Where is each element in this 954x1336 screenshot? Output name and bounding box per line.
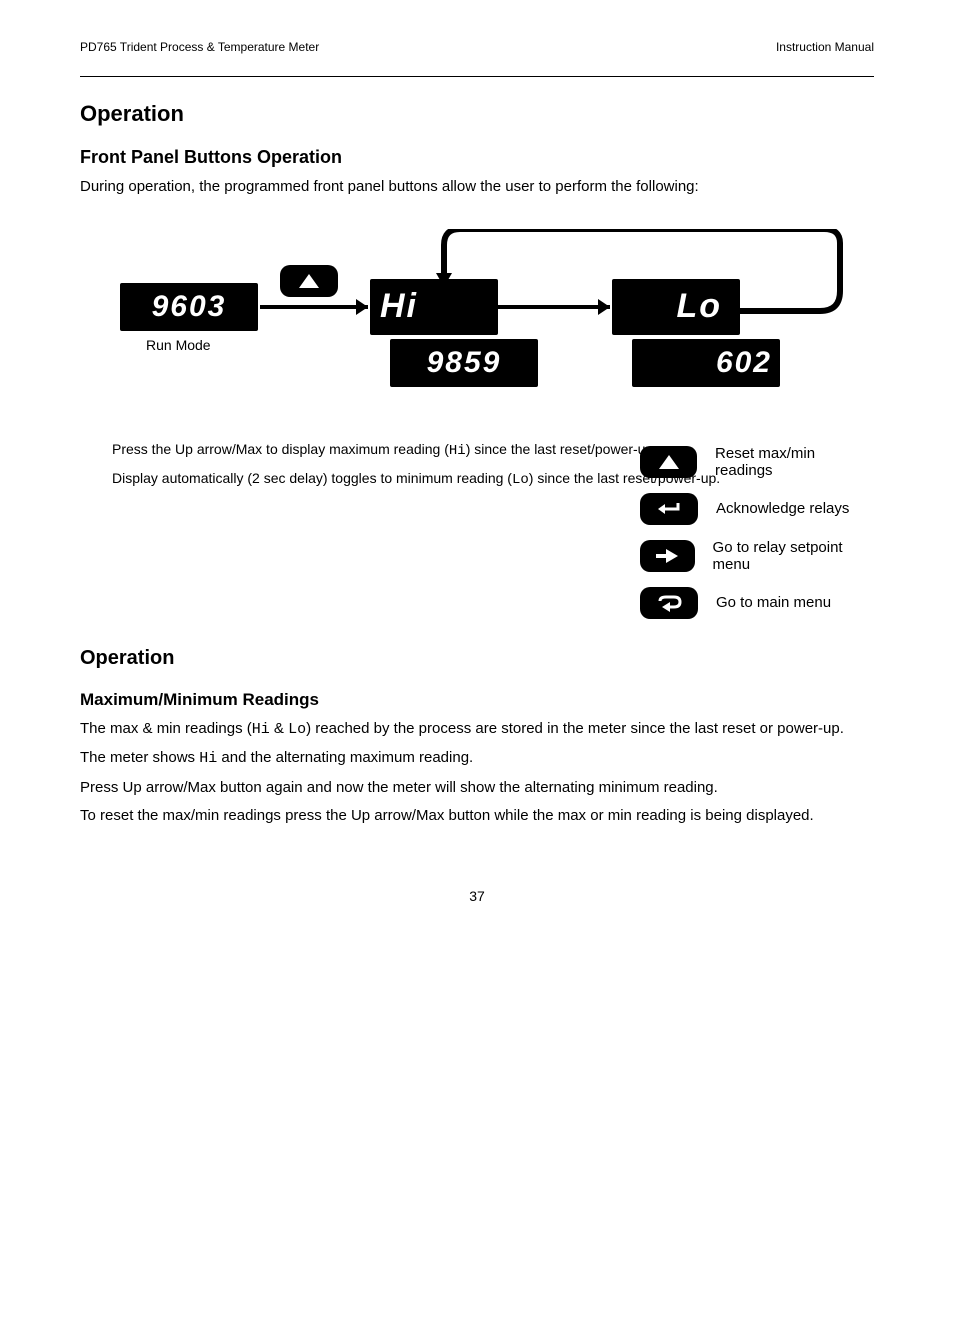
note1-a: Press the Up arrow/Max to display maximu… bbox=[112, 441, 449, 457]
up-arrow-icon[interactable] bbox=[640, 446, 697, 478]
ops-p2: The meter shows Hi and the alternating m… bbox=[80, 747, 874, 771]
lcd-hi-value: 9859 bbox=[390, 339, 538, 387]
p1b: ) reached by the process are stored in t… bbox=[306, 720, 844, 737]
button-legend: Reset max/min readings Acknowledge relay… bbox=[640, 445, 874, 619]
legend-row-up: Reset max/min readings bbox=[640, 445, 874, 479]
up-arrow-icon bbox=[280, 265, 338, 297]
note1-hi: Hi bbox=[449, 443, 466, 459]
legend-row-enter: Acknowledge relays bbox=[640, 493, 874, 525]
section-subtitle: Front Panel Buttons Operation bbox=[80, 147, 874, 168]
ops-p4: To reset the max/min readings press the … bbox=[80, 805, 874, 828]
lcd-lo-value: 602 bbox=[632, 339, 780, 387]
legend-up-label: Reset max/min readings bbox=[715, 445, 874, 479]
legend-row-right: Go to relay setpoint menu bbox=[640, 539, 874, 573]
menu-loop-icon[interactable] bbox=[640, 587, 698, 619]
lcd-run-value: 9603 bbox=[120, 283, 258, 331]
operation-title: Operation bbox=[80, 647, 874, 670]
right-arrow-icon[interactable] bbox=[640, 540, 695, 572]
p1-amp: & bbox=[270, 720, 288, 737]
page-title: Operation bbox=[80, 101, 874, 127]
page-number: 37 bbox=[80, 888, 874, 904]
ops-p1: The max & min readings (Hi & Lo) reached… bbox=[80, 718, 874, 742]
p2b: and the alternating maximum reading. bbox=[217, 749, 473, 766]
ops-p3: Press Up arrow/Max button again and now … bbox=[80, 777, 874, 800]
legend-right-label: Go to relay setpoint menu bbox=[713, 539, 874, 573]
note1-b: ) since the last reset/power-up. bbox=[466, 441, 657, 457]
legend-enter-label: Acknowledge relays bbox=[716, 500, 849, 517]
header-manual: Instruction Manual bbox=[776, 40, 874, 54]
p1-lo: Lo bbox=[288, 721, 306, 738]
note2-lo: Lo bbox=[512, 472, 529, 488]
p1-hi: Hi bbox=[252, 721, 270, 738]
page-header: PD765 Trident Process & Temperature Mete… bbox=[80, 40, 874, 54]
hilo-title: Maximum/Minimum Readings bbox=[80, 690, 874, 710]
p2a: The meter shows bbox=[80, 749, 199, 766]
lcd-hi-tag: Hi bbox=[370, 279, 498, 335]
header-rule bbox=[80, 76, 874, 77]
p2-hi: Hi bbox=[199, 750, 217, 767]
legend-menu-label: Go to main menu bbox=[716, 594, 831, 611]
intro-text: During operation, the programmed front p… bbox=[80, 176, 874, 199]
enter-icon[interactable] bbox=[640, 493, 698, 525]
header-product: PD765 Trident Process & Temperature Mete… bbox=[80, 40, 319, 54]
legend-row-menu: Go to main menu bbox=[640, 587, 874, 619]
p1a: The max & min readings ( bbox=[80, 720, 252, 737]
flow-diagram: 9603 Run Mode Hi 9859 Lo 602 bbox=[100, 229, 880, 429]
run-mode-label: Run Mode bbox=[146, 337, 211, 353]
lcd-lo-tag: Lo bbox=[612, 279, 740, 335]
page-root: PD765 Trident Process & Temperature Mete… bbox=[0, 0, 954, 964]
note2-a: Display automatically (2 sec delay) togg… bbox=[112, 470, 512, 486]
